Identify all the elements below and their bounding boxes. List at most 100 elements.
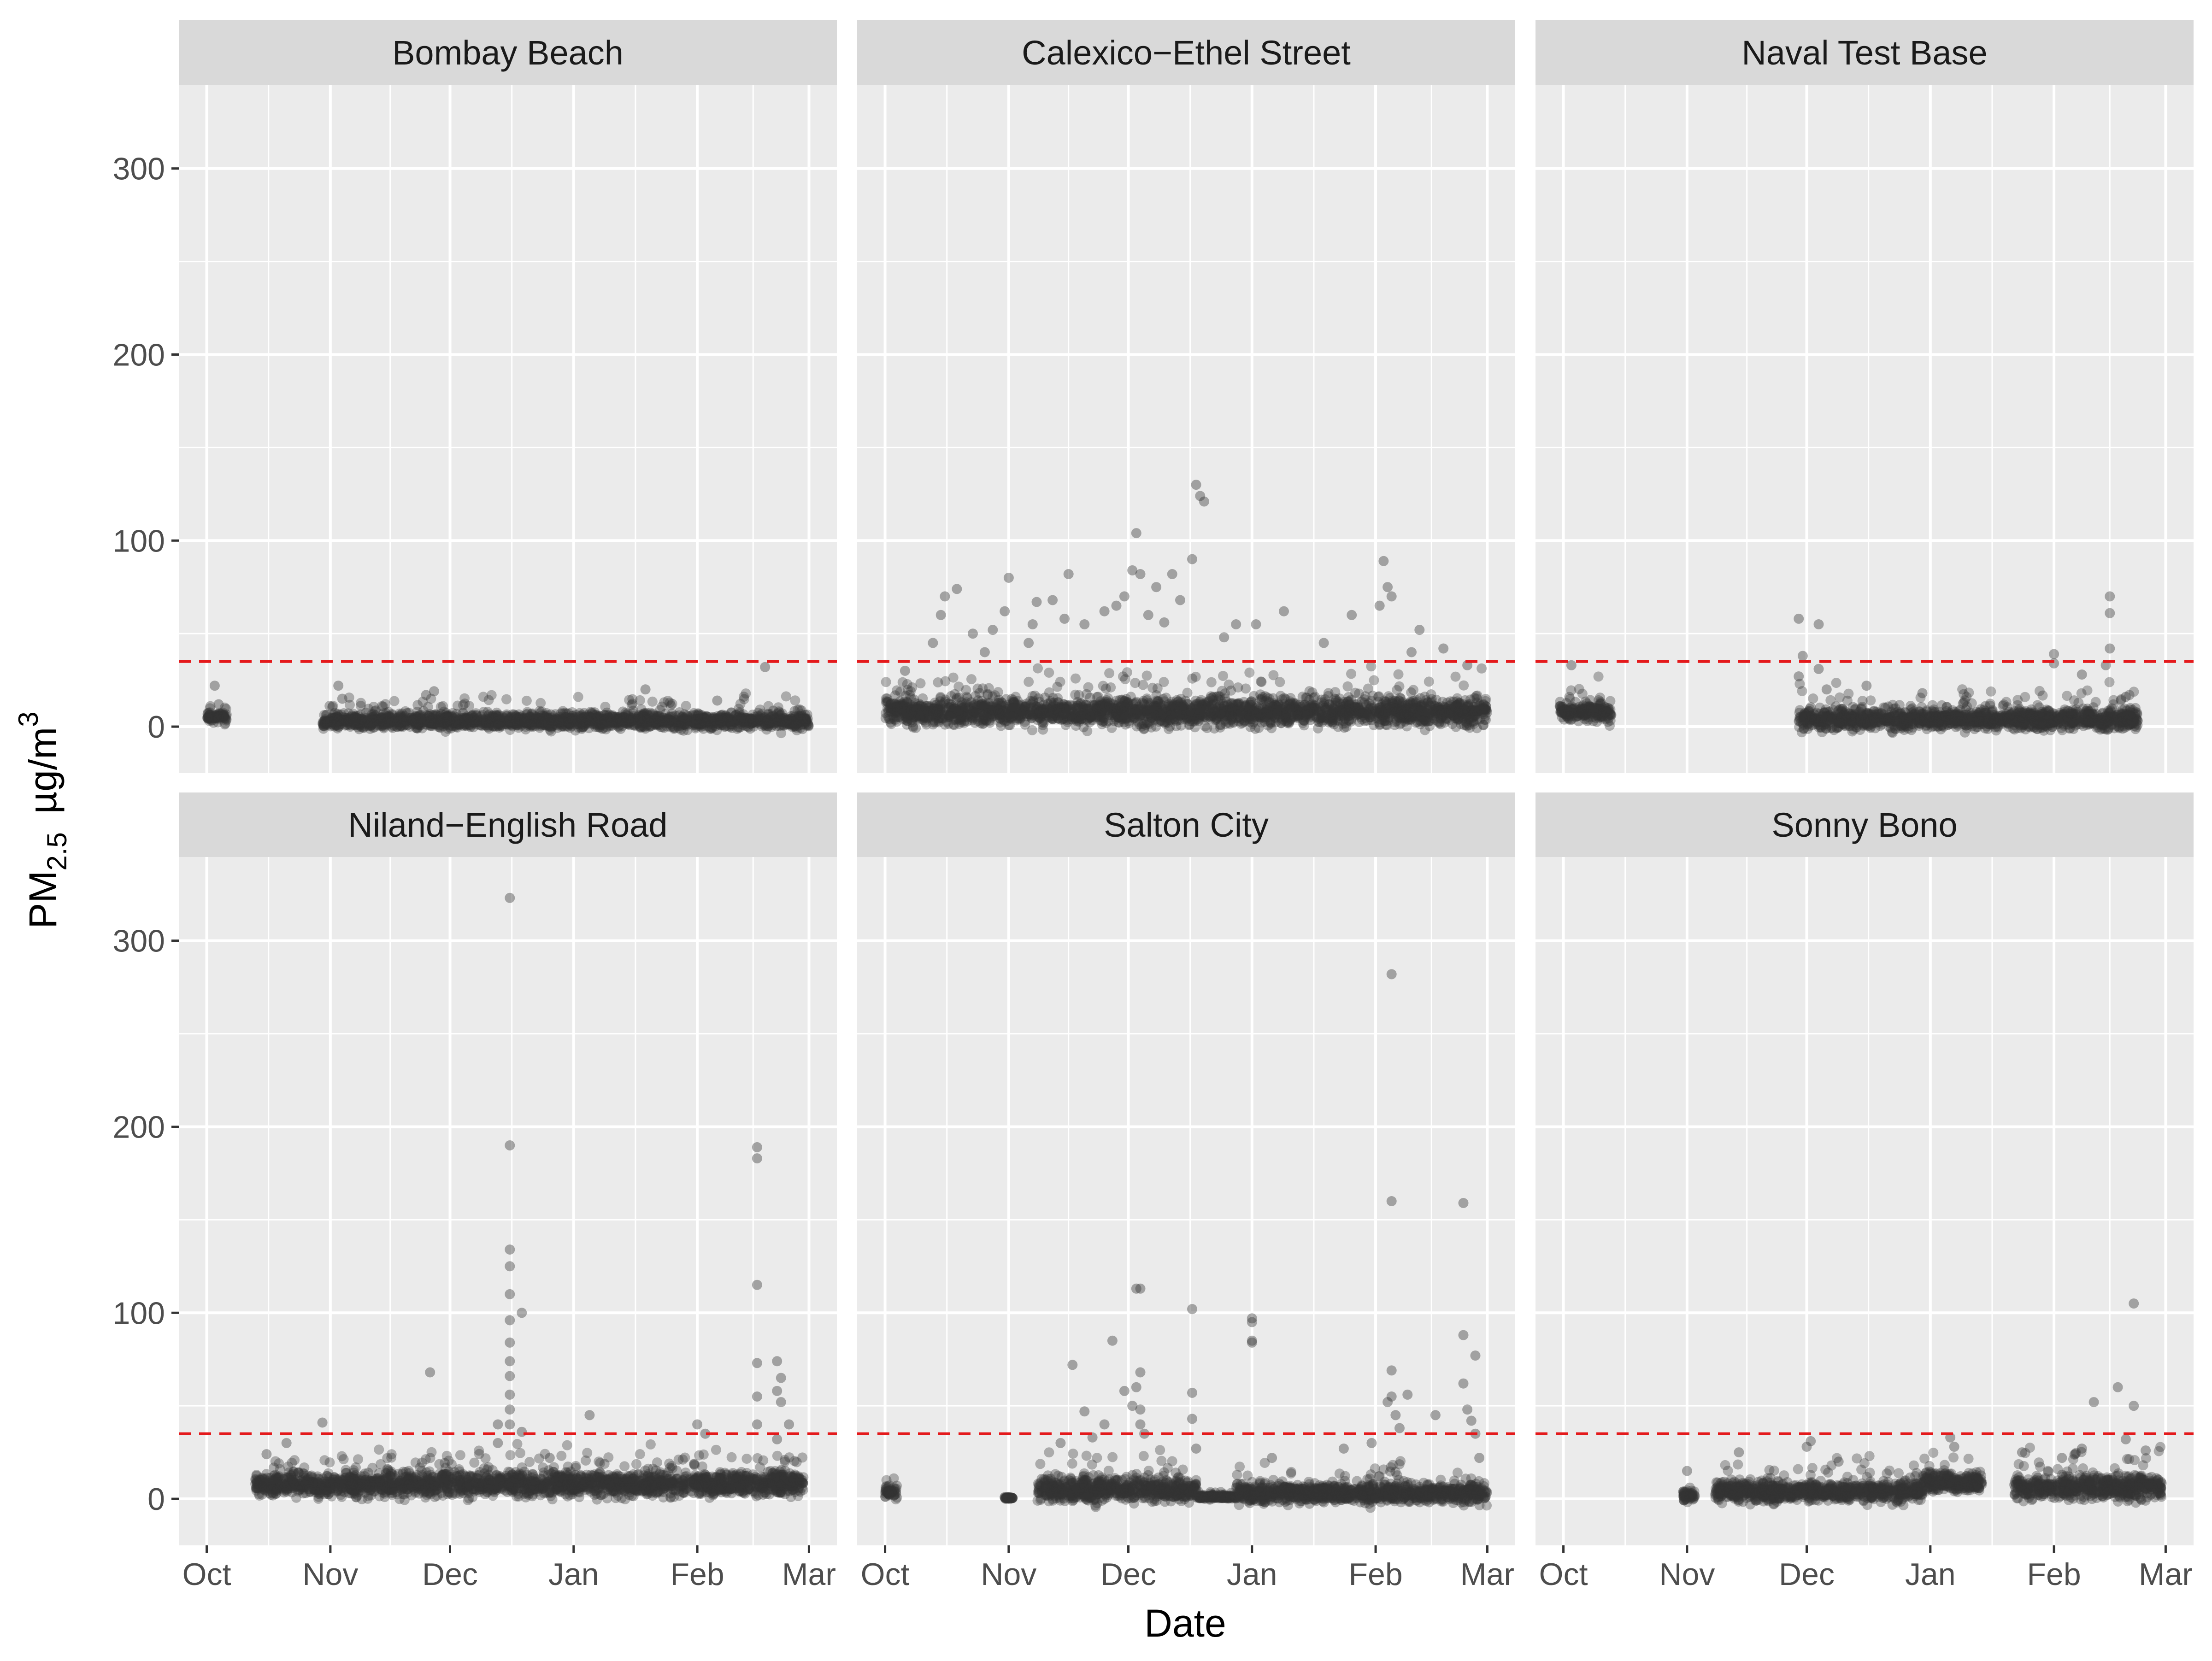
data-point (573, 722, 583, 733)
data-point (674, 721, 684, 731)
data-point-outlier (1175, 595, 1185, 605)
data-point (413, 717, 423, 727)
data-point (1053, 693, 1063, 703)
data-point (1104, 668, 1114, 678)
data-point (567, 711, 577, 721)
data-point (1281, 716, 1291, 726)
data-point (377, 701, 387, 711)
data-point (1206, 677, 1217, 687)
data-point (511, 711, 521, 722)
data-point (1124, 698, 1134, 708)
data-point (971, 708, 982, 718)
data-point-outlier (1028, 619, 1038, 629)
data-point (764, 701, 774, 711)
data-point (961, 703, 971, 713)
data-point (1576, 704, 1586, 714)
data-point-outlier (641, 684, 651, 694)
data-point (1191, 672, 1201, 682)
data-point-outlier (1143, 610, 1153, 620)
data-point (1024, 677, 1034, 687)
data-point (1117, 711, 1127, 722)
data-point (1132, 722, 1142, 732)
data-point (726, 720, 736, 730)
data-point (424, 717, 434, 728)
data-point (1565, 704, 1575, 714)
data-point (1108, 699, 1118, 709)
data-point (351, 715, 361, 725)
data-point (356, 698, 366, 708)
data-point-outlier (210, 681, 220, 691)
data-point (940, 676, 950, 687)
data-point (1441, 703, 1451, 713)
data-point (773, 715, 783, 725)
data-point (1435, 719, 1446, 729)
data-point (1390, 717, 1400, 727)
data-point (555, 716, 565, 727)
data-point-outlier (1199, 497, 1209, 507)
data-point (773, 702, 783, 712)
data-point (1447, 719, 1458, 729)
data-point-outlier (940, 591, 950, 601)
data-point (1459, 709, 1469, 719)
data-point (1574, 684, 1584, 694)
data-point (1166, 710, 1176, 720)
data-point (1172, 700, 1182, 710)
data-point (1300, 710, 1310, 721)
data-point (1356, 705, 1366, 716)
data-point (1335, 693, 1345, 704)
data-point-outlier (1414, 625, 1424, 635)
data-point (935, 693, 946, 703)
data-point (1062, 715, 1072, 725)
data-point-outlier (1119, 591, 1130, 601)
data-point (1340, 707, 1350, 717)
data-point (1384, 705, 1394, 716)
data-point (1228, 703, 1238, 713)
data-point (1047, 714, 1058, 724)
data-point (906, 686, 916, 696)
data-point-outlier (1159, 617, 1169, 628)
data-point (1190, 700, 1200, 710)
data-point-outlier (968, 628, 978, 639)
data-point (647, 697, 658, 707)
data-point-outlier (1187, 554, 1197, 564)
data-point (206, 711, 216, 722)
data-point (882, 697, 892, 707)
data-point (1329, 719, 1339, 729)
data-point-outlier (1059, 614, 1070, 624)
data-point (899, 710, 909, 721)
data-point (1478, 720, 1488, 730)
data-point (966, 674, 977, 684)
data-point-outlier (1378, 556, 1388, 566)
data-point (392, 722, 402, 732)
data-point (1555, 697, 1565, 707)
data-point (522, 696, 532, 706)
data-point (1477, 663, 1487, 674)
data-point (598, 723, 608, 733)
data-point (389, 696, 400, 706)
panel-0: Bombay Beach (179, 20, 837, 773)
data-point (1226, 686, 1236, 696)
data-point-outlier (1079, 619, 1089, 629)
data-point (1311, 704, 1321, 714)
data-point (702, 721, 712, 731)
data-point (1017, 709, 1027, 719)
data-point (1394, 669, 1404, 680)
data-point (600, 702, 610, 712)
data-point (979, 701, 989, 711)
data-point (1451, 672, 1461, 682)
data-point-outlier (1135, 569, 1146, 579)
data-point (994, 710, 1004, 720)
data-point-outlier (1167, 569, 1177, 579)
data-point (573, 692, 583, 702)
data-point (1090, 710, 1100, 720)
data-point (439, 714, 449, 724)
data-point-outlier (337, 694, 347, 704)
data-point (1399, 709, 1409, 719)
data-point (1107, 723, 1117, 733)
data-point (1365, 712, 1375, 722)
data-point (1418, 716, 1428, 727)
data-point-outlier (1319, 638, 1329, 648)
panel-1: Calexico−Ethel Street (857, 20, 1515, 773)
data-point (487, 690, 497, 700)
data-point-outlier (1219, 632, 1229, 642)
